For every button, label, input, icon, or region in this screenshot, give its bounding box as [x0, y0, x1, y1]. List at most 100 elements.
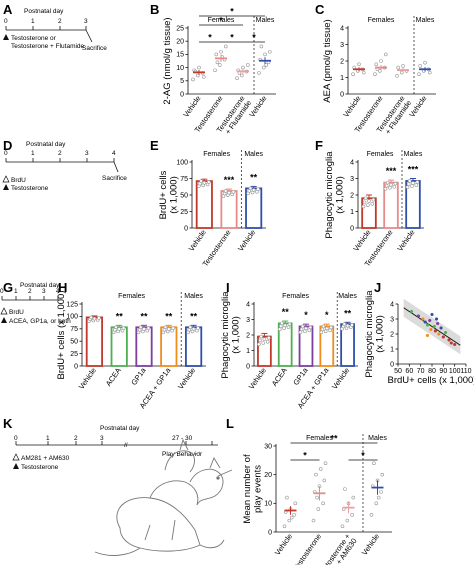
significance-label: ** [190, 311, 198, 321]
x-tick-label: 50 [394, 368, 402, 375]
data-point [298, 330, 303, 335]
y-tick-label: 25 [180, 209, 188, 216]
panel-letter-f: F [315, 138, 323, 153]
data-point [278, 324, 283, 329]
data-point [414, 183, 419, 187]
data-point [227, 190, 231, 195]
x-category-label: Vehicle [181, 94, 202, 119]
data-point [280, 321, 284, 326]
group-label-males: Males [244, 151, 263, 158]
timeline-day-label: 1 [14, 288, 18, 295]
timeline-g-treat1: BrdU [9, 309, 24, 316]
data-point [437, 332, 441, 336]
y-tick-label: 50 [180, 192, 188, 199]
data-point [289, 515, 294, 520]
data-point [423, 320, 427, 324]
data-point [351, 72, 355, 76]
timeline-a-day-1: 1 [31, 18, 35, 25]
x-category-label: Vehicle [360, 532, 381, 557]
data-point [329, 325, 334, 330]
data-point [389, 182, 393, 187]
timeline-k-day-2: 2 [74, 435, 78, 442]
data-point [285, 495, 289, 500]
y-tick-label: 3 [350, 176, 354, 183]
timeline-k-day-0: 0 [14, 435, 18, 442]
y-tick-label: 0 [350, 225, 354, 232]
x-category-label: GP1a [291, 365, 310, 387]
group-label-males: Males [184, 293, 203, 300]
data-point [406, 182, 411, 186]
data-point [138, 325, 143, 330]
data-point [316, 507, 321, 511]
data-point [92, 316, 97, 321]
triangle-icon [3, 184, 9, 190]
data-point [311, 518, 316, 523]
y-axis-label: Mean number ofplay events [242, 454, 264, 524]
hollow-triangle-icon [12, 453, 20, 461]
y-tick-label: 30 [264, 443, 272, 450]
y-tick-label: 2 [340, 58, 344, 65]
significance-label: *** [386, 166, 397, 176]
panel-letter-g: G [3, 280, 13, 295]
y-tick-label: 0 [246, 363, 250, 370]
x-category-label: Vehicle [187, 228, 208, 253]
data-point [342, 322, 347, 326]
group-label-females: Females [368, 17, 395, 24]
data-point [351, 495, 356, 500]
data-point [324, 326, 329, 331]
timeline-k-day-1: 1 [46, 435, 50, 442]
data-point [224, 44, 228, 49]
y-axis-label: Phagocytic microglia(x 1,000) [220, 291, 242, 379]
significance-label: ** [140, 311, 148, 321]
data-point [163, 325, 168, 330]
data-point [322, 478, 327, 483]
data-point [369, 512, 374, 517]
panel-letter-c: C [315, 2, 325, 17]
data-point [363, 196, 368, 201]
data-point [383, 52, 388, 57]
significance-label: * [208, 33, 212, 43]
y-tick-label: 1 [390, 346, 394, 353]
data-point [407, 179, 412, 183]
timeline-day-label: 0 [0, 288, 4, 295]
data-point [318, 467, 323, 471]
panel-letter-b: B [150, 2, 159, 17]
data-point [428, 318, 432, 323]
significance-label: * [325, 310, 329, 320]
data-point [121, 326, 126, 330]
x-tick-label: 70 [417, 368, 425, 375]
data-point [434, 317, 439, 321]
timeline-d-treat1: BrdU [11, 177, 26, 184]
y-tick-label: 100 [176, 159, 188, 166]
panel-letter-j: J [374, 280, 381, 295]
data-point [361, 204, 366, 209]
y-tick-label: 4 [246, 301, 250, 308]
significance-label: ** [344, 308, 352, 318]
timeline-d-title: Postnatal day [26, 141, 66, 148]
data-point [380, 472, 385, 477]
significance-label: ** [165, 311, 173, 321]
significance-label: ** [116, 311, 124, 321]
y-tick-label: 0 [180, 91, 184, 98]
y-tick-label: 5 [180, 78, 184, 85]
chart-f: 0 1 2 3 4 Phagocytic microglia(x 1,000) Female… [324, 150, 424, 268]
timeline-a-treatment: Testosterone or Testosterone + Flutamide [11, 35, 85, 50]
data-point [259, 334, 263, 339]
group-label-females: Females [208, 17, 235, 24]
y-axis-label: BrdU+ cells (x 1,000) [56, 291, 67, 380]
data-point [439, 326, 443, 330]
data-point [361, 70, 366, 75]
data-point [293, 501, 298, 506]
data-point [366, 203, 370, 207]
data-point [218, 63, 222, 67]
data-point [384, 183, 389, 188]
data-point [231, 190, 236, 194]
data-point [258, 338, 262, 343]
data-point [314, 472, 318, 477]
y-tick-label: 10 [176, 65, 184, 72]
data-point [425, 323, 430, 327]
group-label-males: Males [256, 17, 275, 24]
timeline-day-label: 3 [85, 150, 89, 157]
data-point [411, 181, 415, 185]
data-point [202, 75, 206, 79]
